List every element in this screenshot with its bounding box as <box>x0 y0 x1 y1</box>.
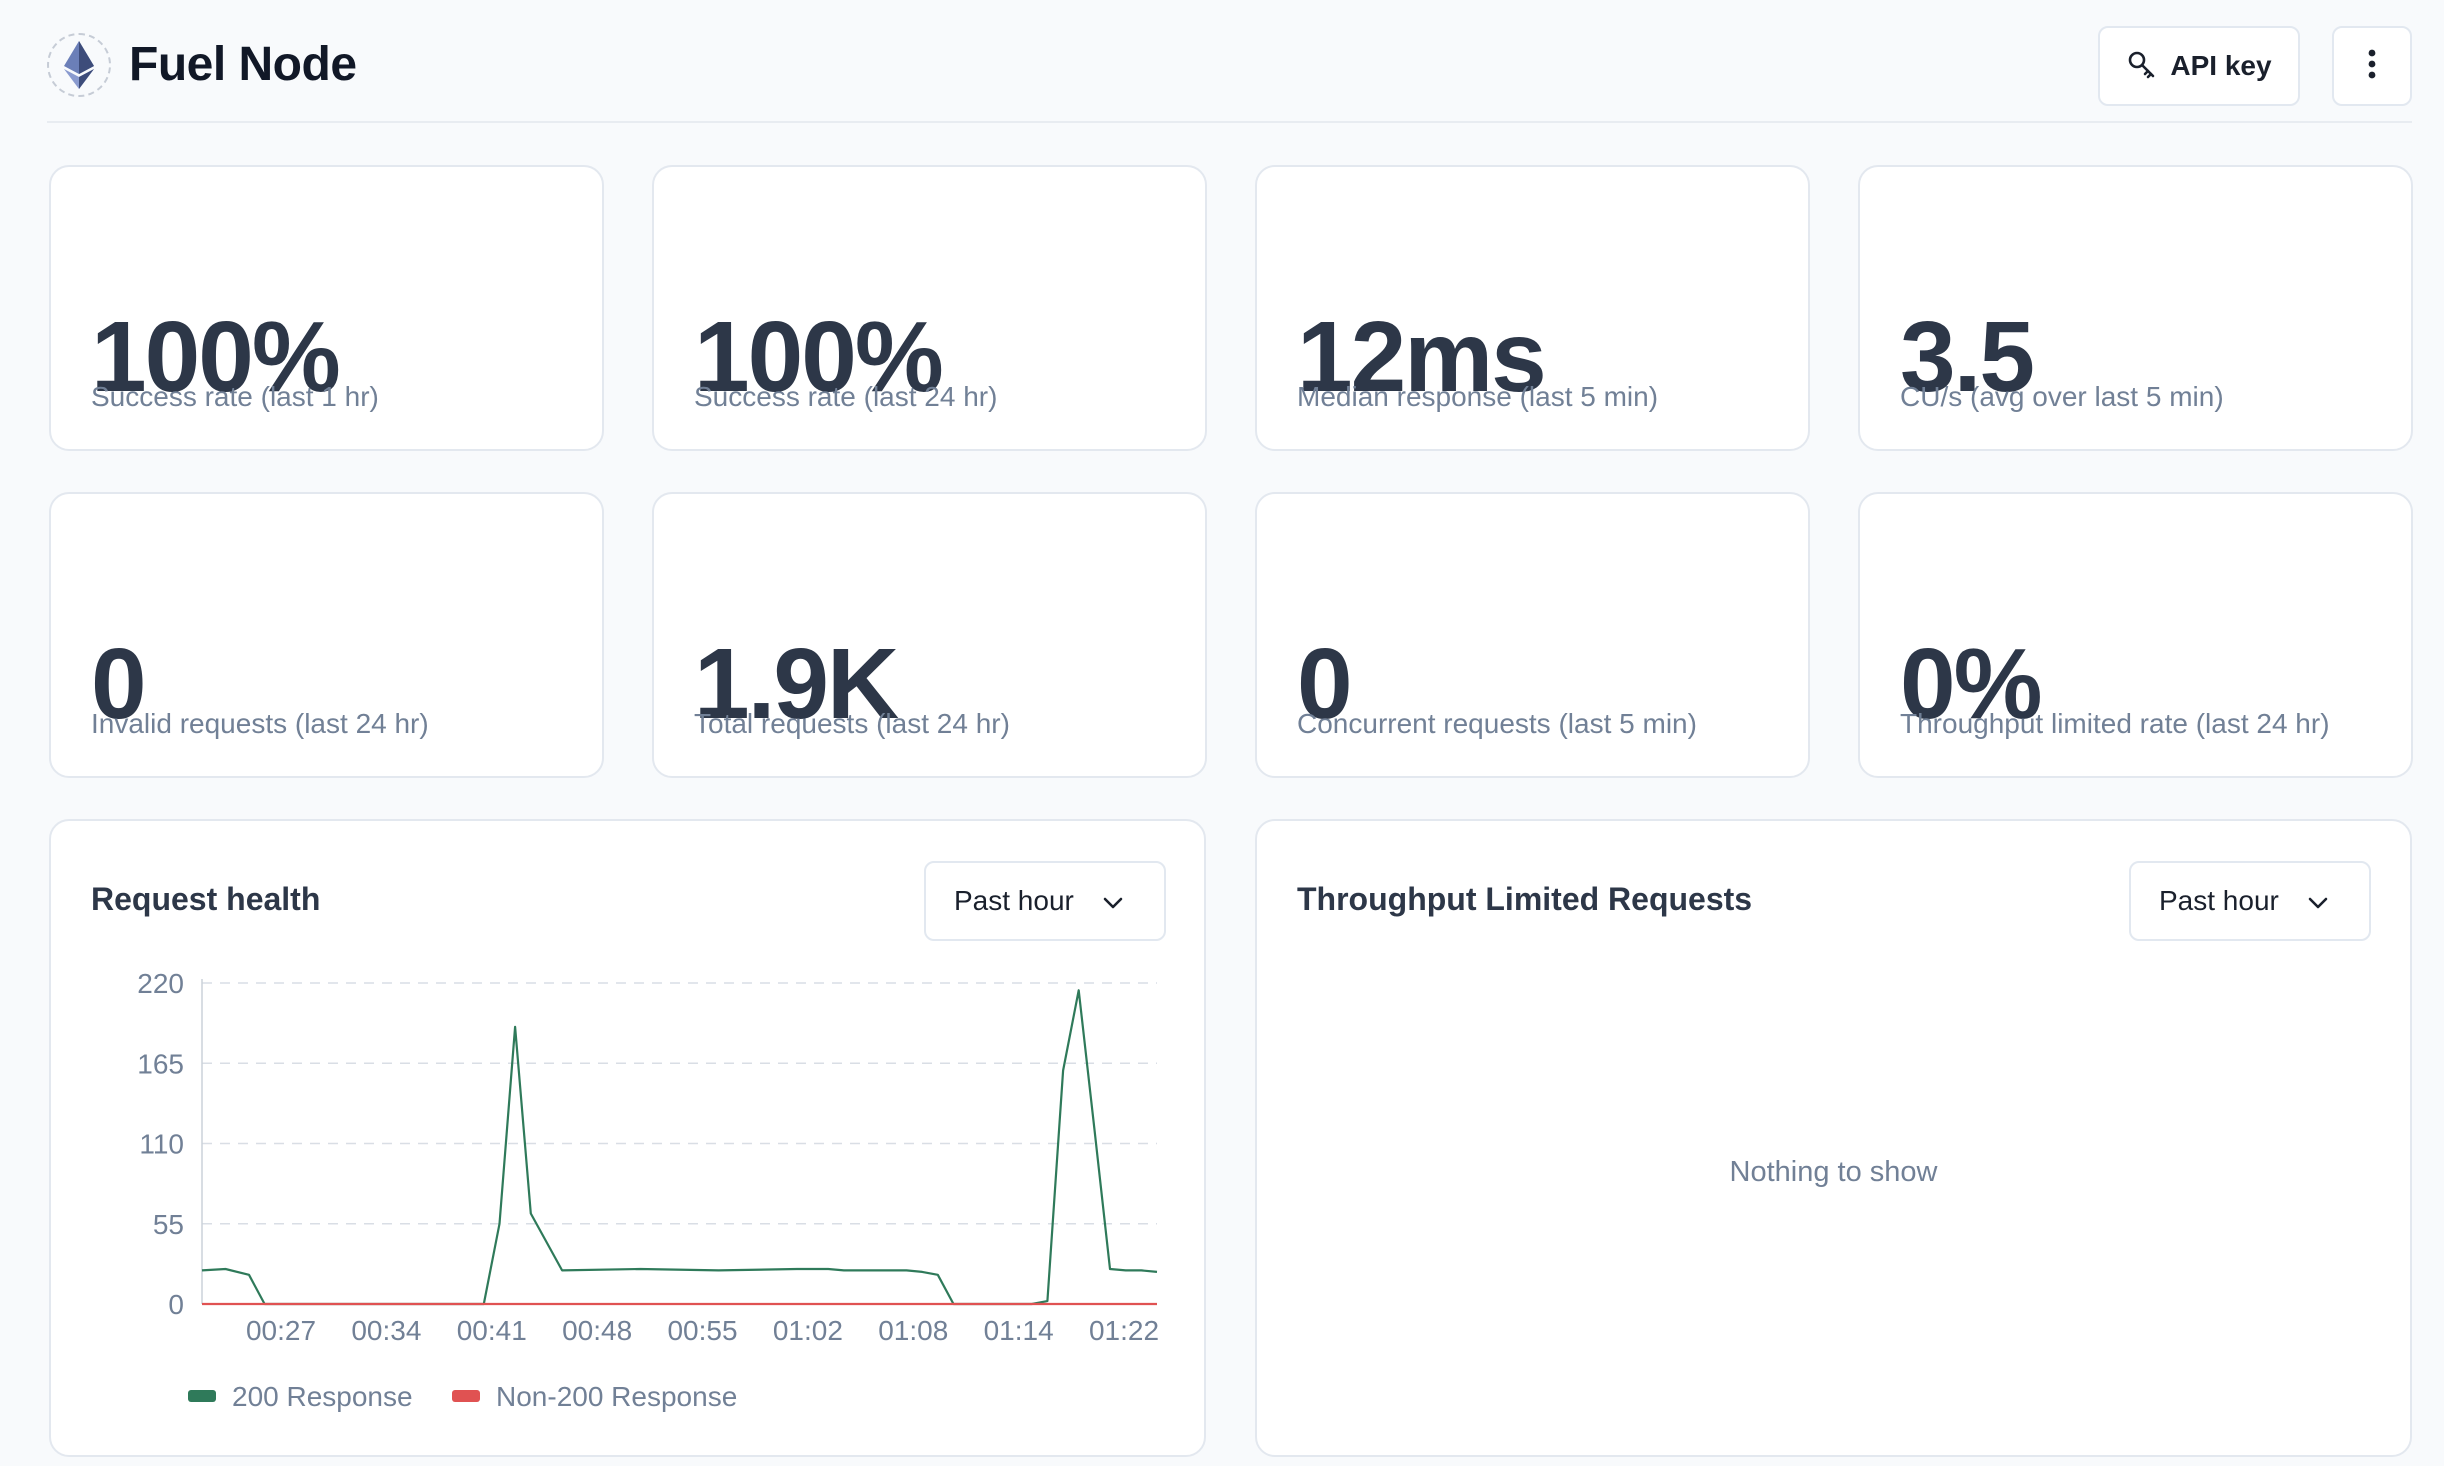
chevron-down-icon <box>1102 885 1124 917</box>
x-tick-label: 01:14 <box>984 1315 1054 1346</box>
kebab-menu-icon <box>2367 48 2377 85</box>
stat-label: CU/s (avg over last 5 min) <box>1900 381 2224 412</box>
stat-card-success-rate-1h: 100% Success rate (last 1 hr) <box>49 165 604 451</box>
key-icon <box>2126 49 2156 84</box>
x-tick-label: 00:55 <box>667 1315 737 1346</box>
x-tick-label: 00:48 <box>562 1315 632 1346</box>
legend-swatch <box>452 1390 480 1402</box>
y-tick-label: 0 <box>168 1289 184 1320</box>
stat-card-cu-per-second: 3.5 CU/s (avg over last 5 min) <box>1858 165 2413 451</box>
stat-label: Invalid requests (last 24 hr) <box>91 708 429 739</box>
chevron-down-icon <box>2307 885 2329 917</box>
stat-value: 0% <box>1900 628 2043 740</box>
more-options-button[interactable] <box>2332 26 2412 106</box>
x-tick-label: 01:02 <box>773 1315 843 1346</box>
api-key-button[interactable]: API key <box>2098 26 2300 106</box>
x-tick-label: 00:27 <box>246 1315 316 1346</box>
x-tick-label: 00:34 <box>351 1315 421 1346</box>
request-health-range-select[interactable]: Past hour <box>924 861 1166 941</box>
stat-value: 0 <box>1297 628 1353 740</box>
stat-value: 3.5 <box>1900 301 2035 413</box>
legend-label: Non-200 Response <box>496 1381 737 1412</box>
request-health-panel: Request health Past hour 0 55 110 165 220 00:… <box>49 819 1206 1457</box>
x-tick-label: 01:08 <box>878 1315 948 1346</box>
y-tick-label: 55 <box>153 1209 184 1240</box>
panel-title: Request health <box>91 881 321 917</box>
stat-value: 100% <box>91 301 341 413</box>
stat-value: 12ms <box>1297 301 1547 413</box>
panel-title: Throughput Limited Requests <box>1297 881 1753 917</box>
stat-value: 1.9K <box>694 628 899 740</box>
stat-card-success-rate-24h: 100% Success rate (last 24 hr) <box>652 165 1207 451</box>
stat-card-throughput-limited-rate: 0% Throughput limited rate (last 24 hr) <box>1858 492 2413 778</box>
stat-label: Throughput limited rate (last 24 hr) <box>1900 708 2330 739</box>
legend-label: 200 Response <box>232 1381 413 1412</box>
stat-label: Success rate (last 1 hr) <box>91 381 379 412</box>
stat-value: 100% <box>694 301 944 413</box>
y-tick-label: 165 <box>137 1048 184 1079</box>
stat-card-invalid-requests: 0 Invalid requests (last 24 hr) <box>49 492 604 778</box>
y-tick-label: 220 <box>137 968 184 999</box>
ethereum-icon <box>47 33 111 97</box>
stat-card-concurrent-requests: 0 Concurrent requests (last 5 min) <box>1255 492 1810 778</box>
legend-swatch <box>188 1390 216 1402</box>
throughput-limited-panel: Throughput Limited Requests Past hour No… <box>1255 819 2412 1457</box>
app-header: Fuel Node <box>47 0 2412 123</box>
stat-value: 0 <box>91 628 147 740</box>
stat-label: Total requests (last 24 hr) <box>694 708 1010 739</box>
stat-card-median-response: 12ms Median response (last 5 min) <box>1255 165 1810 451</box>
x-tick-label: 00:41 <box>457 1315 527 1346</box>
api-key-label: API key <box>2170 50 2272 81</box>
page-title: Fuel Node <box>129 38 357 91</box>
throughput-range-select[interactable]: Past hour <box>2129 861 2371 941</box>
series-line-200-response <box>201 989 1158 1306</box>
range-label: Past hour <box>954 885 1074 916</box>
stat-label: Concurrent requests (last 5 min) <box>1297 708 1697 739</box>
stat-card-total-requests: 1.9K Total requests (last 24 hr) <box>652 492 1207 778</box>
x-tick-label: 01:22 <box>1089 1315 1159 1346</box>
request-health-chart: 0 55 110 165 220 00:27 00:34 00:41 00:48 00:55 01:… <box>137 968 1159 1412</box>
range-label: Past hour <box>2159 885 2279 916</box>
stat-label: Median response (last 5 min) <box>1297 381 1659 412</box>
stat-label: Success rate (last 24 hr) <box>694 381 998 412</box>
y-tick-label: 110 <box>139 1129 184 1160</box>
empty-state-text: Nothing to show <box>1729 1156 1938 1188</box>
